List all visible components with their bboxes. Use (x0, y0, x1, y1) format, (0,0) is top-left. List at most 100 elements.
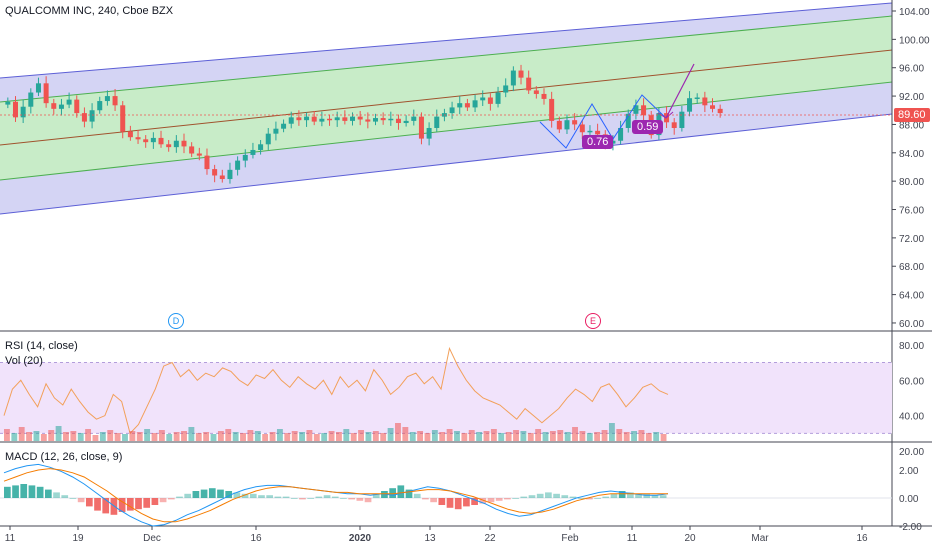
macd-histogram-bar (135, 498, 142, 510)
macd-signal-line (3, 468, 668, 523)
volume-bar (144, 429, 151, 441)
volume-bar (48, 430, 55, 441)
price-axis-label: 72.00 (899, 234, 924, 245)
volume-bar (276, 429, 283, 441)
time-axis-label: Feb (561, 533, 579, 544)
candle-body (579, 124, 585, 133)
volume-bar (409, 432, 416, 441)
candle-body (311, 116, 317, 122)
volume-bar (660, 434, 667, 441)
candle-body (66, 99, 72, 105)
macd-histogram-bar (94, 498, 101, 511)
macd-histogram-bar (176, 496, 183, 498)
macd-histogram-bar (290, 498, 298, 499)
volume-bar (122, 434, 128, 441)
dividend-event-label: D (172, 316, 180, 326)
macd-histogram-bar (627, 492, 634, 498)
volume-bar (446, 429, 453, 441)
volume-bar (387, 428, 394, 441)
volume-bar (321, 433, 328, 441)
candle-body (319, 118, 325, 122)
macd-histogram-bar (20, 484, 28, 498)
volume-bar (92, 435, 99, 441)
macd-histogram-bar (315, 496, 323, 498)
time-axis-label: Mar (751, 533, 769, 544)
candle-body (250, 149, 256, 155)
volume-bar (535, 429, 542, 441)
dividend-event-marker[interactable]: D (168, 313, 184, 329)
macd-histogram-bar (44, 489, 52, 498)
candle-body (35, 83, 41, 93)
candle-body (166, 144, 172, 148)
macd-histogram-bar (331, 496, 339, 498)
macd-histogram-bar (422, 498, 429, 500)
candle-body (426, 127, 432, 139)
candle-body (526, 77, 532, 91)
candle-body (219, 175, 225, 180)
macd-histogram-bar (282, 496, 290, 498)
volume-bar (232, 432, 239, 441)
candle-body (518, 70, 524, 78)
candle-body (112, 96, 118, 106)
macd-histogram-bar (159, 498, 167, 503)
candle-body (58, 104, 64, 109)
macd-legend[interactable]: MACD (12, 26, close, 9) (5, 451, 123, 463)
time-axis-label: 19 (72, 533, 84, 544)
candle-body (196, 153, 202, 156)
volume-bar (313, 434, 320, 441)
candle-body (28, 92, 34, 107)
earnings-event-marker[interactable]: E (585, 313, 601, 329)
candle-body (434, 116, 440, 128)
symbol-title[interactable]: QUALCOMM INC, 240, Cboe BZX (5, 5, 174, 17)
channel-inner-upper-line (0, 15, 893, 103)
candle-body (572, 120, 578, 125)
volume-bar (380, 433, 387, 441)
macd-histogram-bar (266, 495, 274, 498)
candle-body (587, 130, 593, 133)
candle-body (5, 101, 11, 105)
volume-bar (490, 429, 497, 441)
macd-histogram-bar (569, 496, 577, 498)
macd-histogram-bar (85, 498, 93, 507)
candle-body (342, 117, 348, 121)
macd-histogram-bar (495, 498, 503, 501)
volume-bar (254, 431, 261, 441)
macd-histogram-bar (356, 498, 364, 501)
volume-bar (564, 432, 571, 441)
macd-histogram-bar (258, 495, 265, 498)
volume-legend[interactable]: Vol (20) (5, 355, 43, 367)
time-axis-label: 22 (484, 533, 496, 544)
volume-bar (18, 427, 25, 441)
macd-histogram-bar (307, 498, 315, 499)
volume-bar (195, 433, 202, 441)
volume-bar (542, 432, 549, 441)
candle-body (181, 140, 187, 147)
rsi-legend[interactable]: RSI (14, close) (5, 340, 78, 352)
candle-body (173, 140, 179, 148)
volume-bar (203, 432, 210, 441)
macd-histogram-bar (561, 495, 569, 498)
macd-histogram-bar (151, 498, 159, 505)
macd-histogram-bar (340, 498, 347, 499)
time-axis-label: 11 (5, 533, 16, 544)
macd-histogram-bar (102, 498, 110, 514)
volume-bar (210, 434, 217, 441)
time-axis-label: 20 (684, 533, 696, 544)
macd-histogram-bar (274, 496, 282, 498)
macd-histogram-bar (249, 493, 257, 498)
volume-bar (395, 423, 401, 441)
volume-bar (557, 430, 564, 441)
macd-histogram-bar (4, 486, 11, 498)
candle-body (304, 116, 310, 121)
candle-body (411, 116, 417, 121)
volume-bar (85, 429, 92, 441)
volume-bar (424, 433, 431, 441)
candle-body (135, 137, 141, 140)
volume-bar (107, 430, 114, 441)
volume-bar (299, 432, 305, 441)
candle-body (625, 113, 631, 128)
candle-body (296, 117, 302, 121)
macd-histogram-bar (520, 496, 528, 498)
